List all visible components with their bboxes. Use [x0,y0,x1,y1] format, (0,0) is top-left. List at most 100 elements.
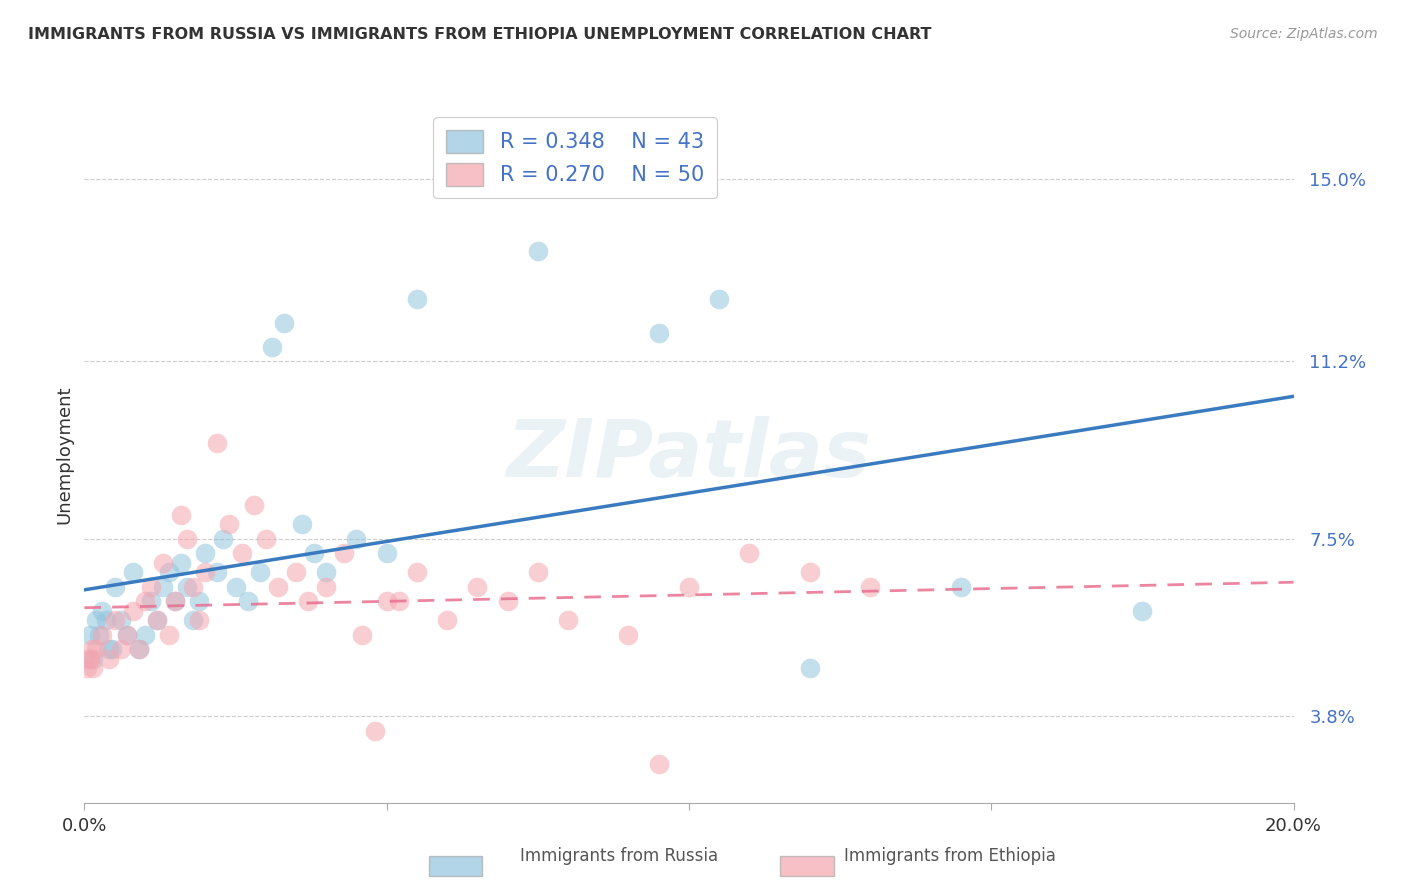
Text: Source: ZipAtlas.com: Source: ZipAtlas.com [1230,27,1378,41]
Point [157,566,180,580]
Text: ZIPatlas: ZIPatlas [506,416,872,494]
Point [678,580,700,594]
Point [91,628,114,642]
Point [94,614,117,628]
Y-axis label: Unemployment: Unemployment [55,385,73,524]
Point [79,652,101,666]
Point [170,556,193,570]
Point [176,532,198,546]
Point [254,532,277,546]
Point [315,566,337,580]
Point [346,532,368,546]
Point [194,566,217,580]
Point [406,292,429,306]
Point [617,628,640,642]
Point [225,580,247,594]
Point [91,604,114,618]
Text: Immigrants from Russia: Immigrants from Russia [520,847,718,865]
Point [273,316,295,330]
Point [134,594,156,608]
Point [260,340,283,354]
Point [527,566,550,580]
Point [181,580,204,594]
Point [80,642,103,657]
Point [97,642,120,657]
Point [115,628,138,642]
Point [146,614,169,628]
Point [799,661,821,675]
Point [333,546,356,560]
Point [121,604,143,618]
Point [436,614,458,628]
Point [375,546,398,560]
Point [194,546,217,560]
Point [363,723,385,738]
Point [152,580,174,594]
Point [104,580,127,594]
Point [86,642,108,657]
Point [496,594,519,608]
Point [218,517,240,532]
Point [950,580,973,594]
Point [165,594,187,608]
Point [236,594,259,608]
Point [859,580,882,594]
Point [128,642,150,657]
Point [115,628,138,642]
Point [375,594,398,608]
Legend: R = 0.348    N = 43, R = 0.270    N = 50: R = 0.348 N = 43, R = 0.270 N = 50 [433,118,717,198]
Point [181,614,204,628]
Point [388,594,411,608]
Point [170,508,193,522]
Point [467,580,489,594]
Point [799,566,821,580]
Point [128,642,150,657]
Point [212,532,235,546]
Point [647,326,671,340]
Point [97,652,120,666]
Text: IMMIGRANTS FROM RUSSIA VS IMMIGRANTS FROM ETHIOPIA UNEMPLOYMENT CORRELATION CHAR: IMMIGRANTS FROM RUSSIA VS IMMIGRANTS FRO… [28,27,932,42]
Point [100,642,122,657]
Point [77,652,100,666]
Point [121,566,143,580]
Point [249,566,271,580]
Point [139,594,162,608]
Point [89,628,111,642]
Point [207,566,229,580]
Point [242,498,264,512]
Point [352,628,374,642]
Point [79,628,101,642]
Point [86,614,108,628]
Point [231,546,253,560]
Point [1130,604,1153,618]
Point [188,594,211,608]
Point [738,546,761,560]
Point [157,628,180,642]
Point [709,292,731,306]
Point [188,614,211,628]
Point [82,652,104,666]
Point [302,546,325,560]
Point [76,661,98,675]
Point [152,556,174,570]
Point [104,614,127,628]
Point [284,566,308,580]
Point [82,661,104,675]
Point [134,628,156,642]
Point [527,244,550,258]
Point [165,594,187,608]
Point [146,614,169,628]
Point [315,580,337,594]
Point [647,757,671,772]
Point [207,436,229,450]
Point [110,614,132,628]
Point [557,614,579,628]
Point [267,580,290,594]
Point [110,642,132,657]
Point [291,517,314,532]
Text: Immigrants from Ethiopia: Immigrants from Ethiopia [844,847,1056,865]
Point [297,594,319,608]
Point [406,566,429,580]
Point [139,580,162,594]
Point [176,580,198,594]
